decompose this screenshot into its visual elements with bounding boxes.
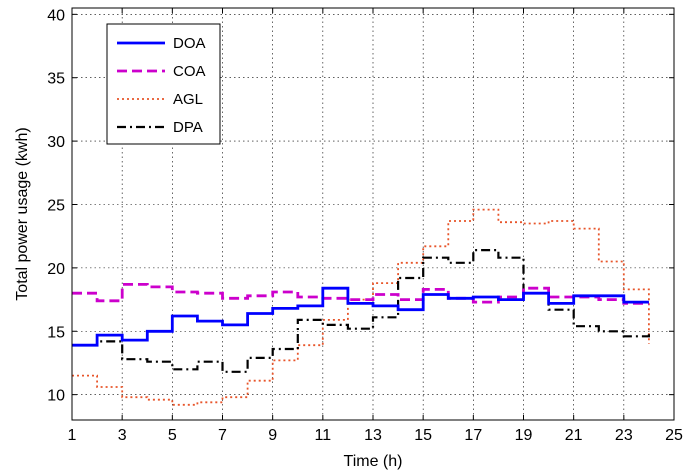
x-tick-label: 17 bbox=[464, 427, 482, 444]
x-tick-label: 19 bbox=[515, 427, 533, 444]
series-lines bbox=[72, 208, 650, 406]
legend-label-coa: COA bbox=[173, 63, 206, 80]
y-axis-label: Total power usage (kwh) bbox=[14, 127, 31, 300]
y-tick-label: 40 bbox=[47, 7, 65, 24]
x-tick-label: 23 bbox=[615, 427, 633, 444]
legend-label-agl: AGL bbox=[173, 91, 203, 108]
x-tick-label: 11 bbox=[315, 427, 332, 444]
y-tick-label: 15 bbox=[47, 324, 65, 341]
legend: DOA COA AGL DPA bbox=[106, 23, 221, 145]
x-tick-label: 7 bbox=[218, 427, 227, 444]
x-axis-label: Time (h) bbox=[344, 453, 403, 470]
x-tick-label: 15 bbox=[414, 427, 432, 444]
x-tick-label: 9 bbox=[268, 427, 277, 444]
y-tick-label: 30 bbox=[47, 134, 65, 151]
series-line-doa bbox=[72, 286, 649, 347]
series-line-agl bbox=[72, 208, 650, 406]
x-tick-label: 13 bbox=[364, 427, 382, 444]
x-tick-label: 3 bbox=[118, 427, 127, 444]
x-tick-label: 5 bbox=[168, 427, 177, 444]
y-tick-label: 35 bbox=[47, 71, 65, 88]
series-line-dpa bbox=[72, 249, 650, 373]
y-tick-label: 10 bbox=[47, 388, 65, 405]
x-tick-label: 21 bbox=[565, 427, 583, 444]
legend-label-doa: DOA bbox=[173, 35, 206, 52]
x-tick-label: 1 bbox=[68, 427, 77, 444]
y-tick-label: 25 bbox=[47, 197, 65, 214]
x-tick-label: 25 bbox=[665, 427, 683, 444]
y-tick-label: 20 bbox=[47, 261, 65, 278]
legend-label-dpa: DPA bbox=[173, 119, 203, 136]
series-line-coa bbox=[72, 283, 649, 305]
